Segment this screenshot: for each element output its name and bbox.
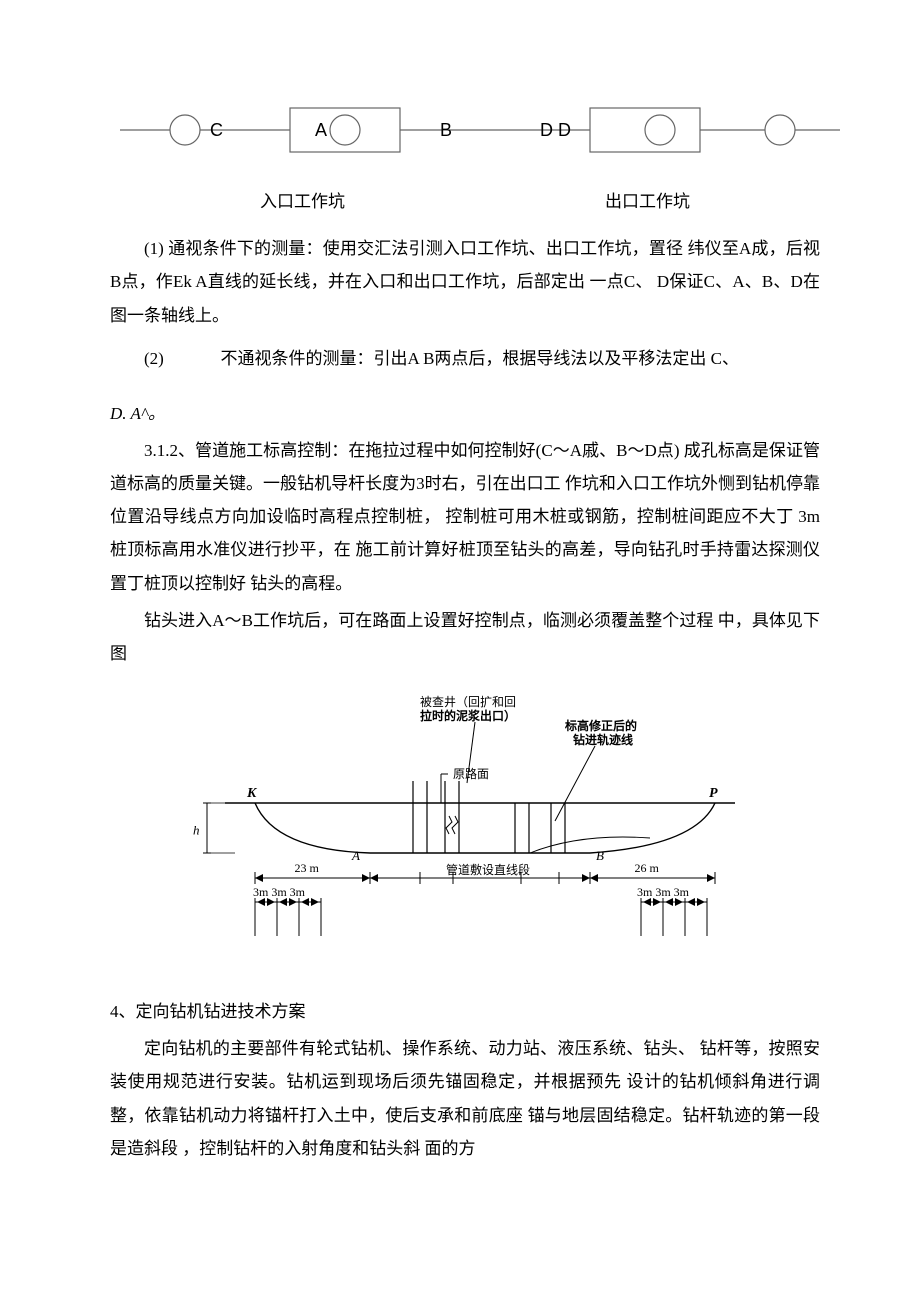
svg-text:标高修正后的: 标高修正后的 xyxy=(564,718,637,733)
svg-text:23 m: 23 m xyxy=(295,861,320,875)
diagram-1-labels: 入口工作坑 出口工作坑 xyxy=(110,185,820,218)
svg-text:D D: D D xyxy=(540,120,571,140)
svg-text:B: B xyxy=(440,120,452,140)
label-entry-pit: 入口工作坑 xyxy=(260,185,345,218)
svg-text:3m 3m 3m: 3m 3m 3m xyxy=(253,885,306,899)
svg-text:A: A xyxy=(315,120,327,140)
svg-text:h: h xyxy=(193,822,200,837)
label-exit-pit: 出口工作坑 xyxy=(605,185,690,218)
paragraph-5: 钻头进入A～B工作坑后，可在路面上设置好控制点，临测必须覆盖整个过程 中，具体见… xyxy=(110,604,820,670)
paragraph-6: 定向钻机的主要部件有轮式钻机、操作系统、动力站、液压系统、钻头、 钻杆等，按照安… xyxy=(110,1032,820,1165)
diagram-1-svg: CABD D xyxy=(120,100,840,160)
diagram-1-working-pits: CABD D xyxy=(120,100,820,171)
svg-text:管道敷设直线段: 管道敷设直线段 xyxy=(446,862,530,877)
paragraph-2-text: 不通视条件的测量：引出A B两点后，根据导线法以及平移法定出 C、 xyxy=(221,342,821,375)
paragraph-2-num: (2) xyxy=(110,342,221,375)
diagram-2-svg: 被查井（回扩和回拉时的泥浆出口） 标高修正后的钻进轨迹线原路面 K Ph A B 23 m 管… xyxy=(185,688,745,948)
paragraph-1: (1) 通视条件下的测量：使用交汇法引测入口工作坑、出口工作坑，置径 纬仪至A成… xyxy=(110,232,820,331)
svg-text:原路面: 原路面 xyxy=(453,766,489,781)
paragraph-4: 3.1.2、管道施工标高控制：在拖拉过程中如何控制好(C～A戚、B～D点) 成孔… xyxy=(110,434,820,600)
svg-text:拉时的泥浆出口）: 拉时的泥浆出口） xyxy=(420,708,516,723)
svg-text:26 m: 26 m xyxy=(635,861,660,875)
svg-text:C: C xyxy=(210,120,223,140)
section-4-heading: 4、定向钻机钻进技术方案 xyxy=(110,995,820,1028)
diagram-2-profile: 被查井（回扩和回拉时的泥浆出口） 标高修正后的钻进轨迹线原路面 K Ph A B 23 m 管… xyxy=(185,688,745,959)
svg-text:A: A xyxy=(351,848,360,863)
svg-text:B: B xyxy=(596,848,604,863)
paragraph-3: D. A^。 xyxy=(110,397,820,430)
svg-text:K: K xyxy=(246,786,258,801)
paragraph-2-row: (2) 不通视条件的测量：引出A B两点后，根据导线法以及平移法定出 C、 xyxy=(110,342,820,375)
svg-text:被查井（回扩和回: 被查井（回扩和回 xyxy=(420,695,516,709)
svg-text:P: P xyxy=(709,786,718,801)
svg-text:钻进轨迹线: 钻进轨迹线 xyxy=(573,732,633,747)
svg-text:3m 3m 3m: 3m 3m 3m xyxy=(637,885,690,899)
